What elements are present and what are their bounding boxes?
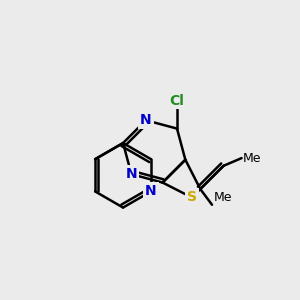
Text: Cl: Cl (169, 94, 184, 108)
Text: Me: Me (213, 191, 232, 204)
Text: N: N (140, 113, 152, 127)
Text: N: N (145, 184, 157, 198)
Text: N: N (126, 167, 137, 181)
Text: S: S (187, 190, 197, 205)
Text: Me: Me (243, 152, 262, 165)
